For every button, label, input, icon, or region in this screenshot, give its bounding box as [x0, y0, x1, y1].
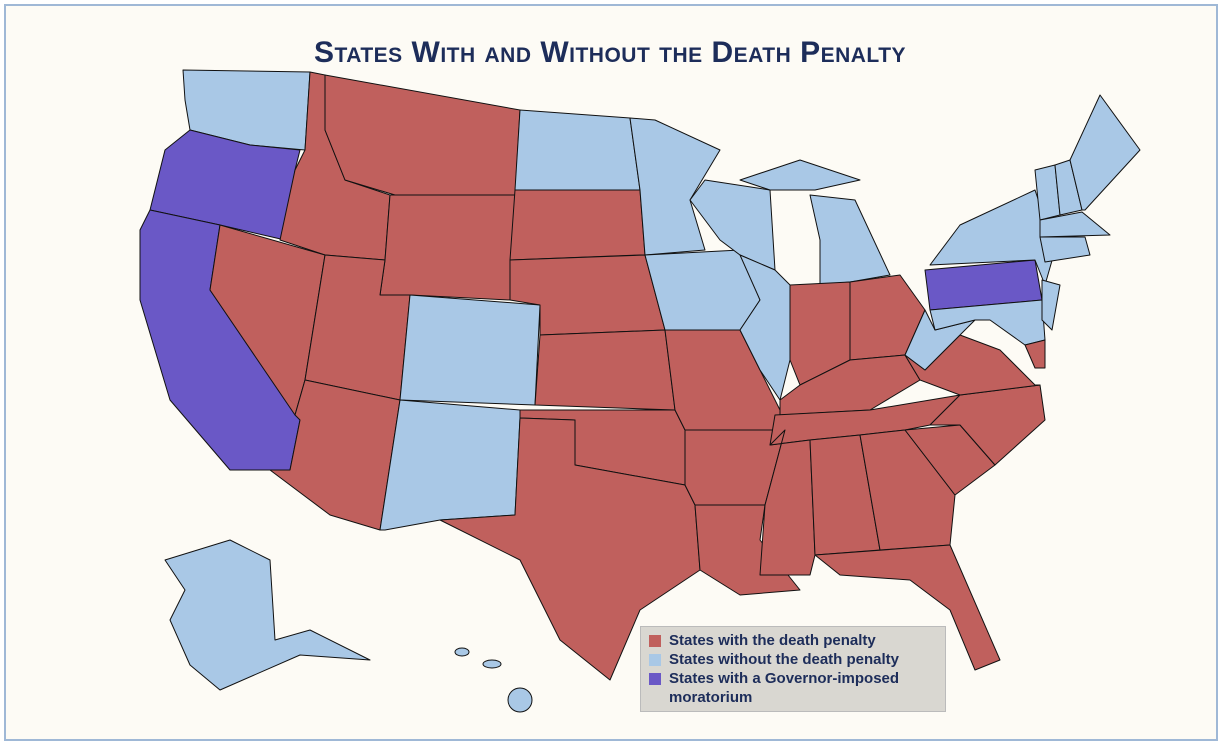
legend-item: States without the death penalty	[649, 650, 939, 669]
state	[739, 159, 861, 191]
state	[324, 74, 521, 196]
map-title: States With and Without the Death Penalt…	[313, 36, 907, 69]
state	[859, 429, 956, 551]
state	[509, 189, 646, 261]
legend: States with the death penalty States with…	[640, 626, 946, 712]
legend-swatch	[649, 654, 661, 666]
state	[1069, 94, 1141, 211]
state	[809, 194, 891, 286]
state	[1039, 211, 1111, 238]
legend-label: States with the death penalty	[669, 632, 876, 649]
states	[139, 69, 1141, 713]
state	[454, 647, 470, 657]
legend-label: States with a Governor-imposed moratoriu…	[669, 670, 900, 706]
state	[629, 117, 721, 256]
legend-item: States with a Governor-imposed moratoriu…	[649, 669, 939, 707]
state	[1024, 339, 1046, 369]
legend-label: States without the death penalty	[669, 651, 900, 668]
legend-swatch	[649, 673, 661, 685]
legend-item: States with the death penalty	[649, 631, 939, 650]
state	[439, 417, 701, 681]
state	[814, 544, 1001, 671]
state	[482, 659, 502, 669]
state	[514, 109, 641, 191]
state	[1039, 236, 1091, 263]
legend-swatch	[649, 635, 661, 647]
state	[534, 329, 676, 411]
state	[1041, 279, 1061, 331]
state	[507, 687, 533, 713]
state	[379, 399, 521, 531]
state	[399, 294, 541, 406]
state	[164, 539, 371, 691]
state	[379, 194, 516, 301]
